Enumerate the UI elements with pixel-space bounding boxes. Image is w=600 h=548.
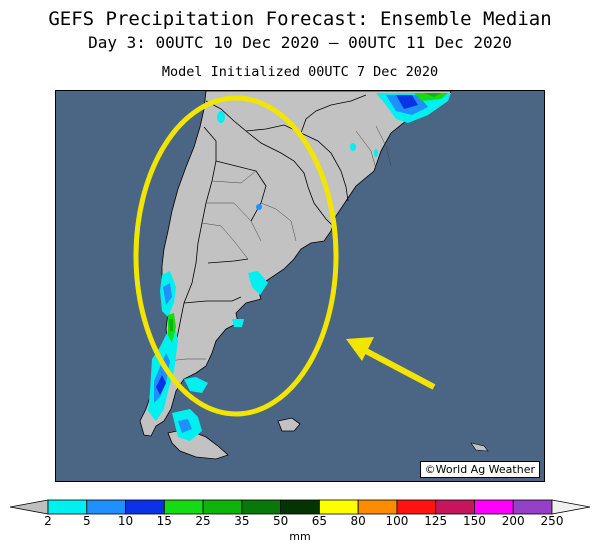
legend-bin [318, 499, 359, 515]
highlight-ellipse [133, 95, 339, 417]
legend-tick-label: 5 [82, 514, 91, 528]
precipitation-map: ©World Ag Weather [55, 90, 545, 482]
arrow-head [346, 337, 374, 361]
legend-tick-label: 10 [117, 514, 134, 528]
legend-tick-label: 125 [424, 514, 448, 528]
legend-tick-label: 15 [156, 514, 172, 528]
legend-tick-label: 100 [385, 514, 409, 528]
precip-patch-patagonia-e [248, 271, 268, 295]
legend-bin [86, 499, 126, 515]
legend-tick-label: 25 [195, 514, 211, 528]
country-borders [167, 94, 367, 362]
legend-bin [280, 499, 320, 515]
model-init: Model Initialized 00UTC 7 Dec 2020 [161, 64, 439, 80]
precip-shading [148, 93, 451, 441]
precip-patch-coast1 [350, 143, 356, 151]
precip-patch-brazil-dblue [396, 95, 418, 109]
province-borders [167, 125, 392, 362]
legend-bin [47, 499, 88, 515]
legend-tick-label: 65 [311, 514, 328, 528]
credit-label: ©World Ag Weather [419, 461, 540, 478]
legend-tick-label: 50 [272, 514, 289, 528]
precip-patch-andes-dgreen [169, 319, 173, 331]
legend-bin [241, 499, 282, 515]
legend-below-triangle [9, 499, 49, 515]
precip-patch-santa-cruz [184, 377, 208, 393]
legend-bin [396, 499, 437, 515]
legend-tick-label: 35 [234, 514, 250, 528]
legend-tick-label: 150 [463, 514, 486, 528]
precip-patch-andes-n-blue [163, 283, 172, 305]
legend-bin [357, 499, 398, 515]
legend-tick-label: 250 [540, 514, 564, 528]
legend-bin [125, 499, 165, 515]
precip-patch-tdf-blue [178, 419, 192, 433]
legend-tick-label: 80 [350, 514, 366, 528]
legend-above-triangle [551, 499, 591, 515]
precip-patch-north [217, 111, 225, 123]
precip-patch-lake [256, 204, 262, 210]
legend-bins [9, 499, 591, 515]
color-legend [9, 499, 591, 515]
legend-bin [202, 499, 243, 515]
legend-bin [512, 499, 553, 515]
precip-patch-brazil-green [414, 93, 448, 101]
map-title: GEFS Precipitation Forecast: Ensemble Me… [48, 8, 552, 30]
legend-units: mm [289, 530, 311, 543]
south-america-land [139, 91, 452, 437]
south-georgia [470, 442, 489, 452]
legend-bin [435, 499, 475, 515]
falkland-islands [277, 417, 301, 432]
precip-patch-brazil-dgreen [424, 93, 441, 97]
legend-bin [163, 499, 204, 515]
precip-patch-coast2 [374, 149, 378, 157]
legend-bin [474, 499, 514, 515]
forecast-period: Day 3: 00UTC 10 Dec 2020 — 00UTC 11 Dec … [88, 33, 512, 52]
map-graphic [133, 91, 489, 460]
legend-tick-label: 2 [44, 514, 52, 528]
precip-patch-peninsula [232, 319, 244, 327]
arrow-shaft [364, 348, 436, 390]
legend-tick-label: 200 [501, 514, 525, 528]
precip-patch-andes-s-dblue [156, 375, 166, 395]
